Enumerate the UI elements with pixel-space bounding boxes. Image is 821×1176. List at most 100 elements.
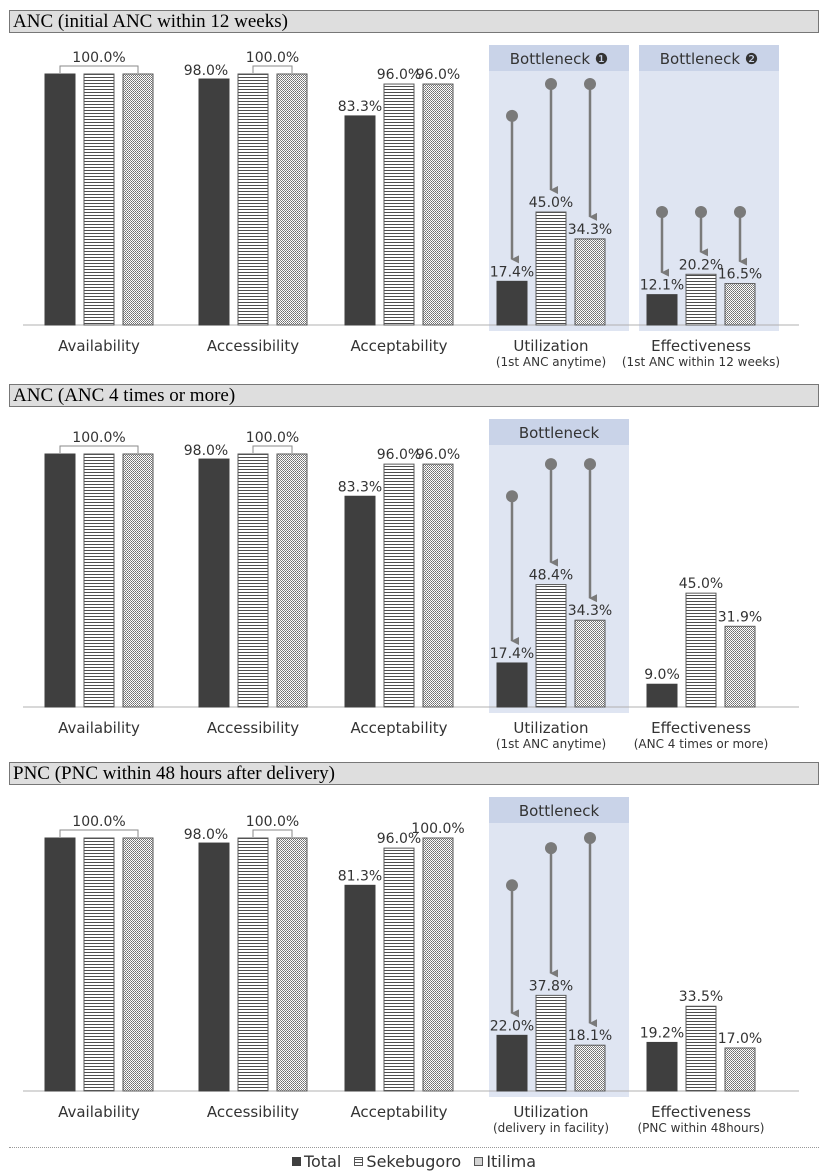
data-label: 34.3% xyxy=(568,603,612,619)
bracket-line xyxy=(59,829,139,837)
data-label: 45.0% xyxy=(679,576,723,592)
bar-chart-anc-4-times: Bottleneck 100.0% 100.0% 98.0% 83.3% 96.0%96.… xyxy=(23,419,799,751)
legend-label: Total xyxy=(303,1152,342,1171)
bracket-line xyxy=(252,829,293,837)
data-label: 37.8% xyxy=(529,978,573,994)
legend-label: Itilima xyxy=(486,1152,537,1171)
bar-sekebugoro xyxy=(83,837,115,1092)
category-label: Acceptability xyxy=(350,1103,447,1121)
bar-total xyxy=(496,280,528,326)
legend-label: Sekebugoro xyxy=(366,1152,462,1171)
bar-itilima xyxy=(276,73,308,326)
bracket-line xyxy=(252,65,293,73)
arrow-start-dot xyxy=(506,879,518,892)
bar-total xyxy=(44,73,76,326)
bar-itilima xyxy=(422,837,454,1092)
bar-sekebugoro xyxy=(83,73,115,326)
panel-anc-4-times: ANC (ANC 4 times or more) Bottleneck 100.… xyxy=(9,384,821,758)
data-label: 20.2% xyxy=(679,257,723,273)
data-label: 100.0% xyxy=(246,430,299,446)
arrow-start-dot xyxy=(545,458,557,471)
category-sublabel: (1st ANC anytime) xyxy=(496,355,606,369)
bar-sekebugoro xyxy=(535,211,567,326)
category-sublabel: (PNC within 48hours) xyxy=(638,1121,765,1135)
bar-itilima xyxy=(724,1047,756,1092)
data-label: 96.0% xyxy=(377,67,421,83)
data-label: 98.0% xyxy=(184,827,228,843)
category-label: Accessibility xyxy=(207,1103,299,1121)
category-sublabel: (1st ANC anytime) xyxy=(496,737,606,751)
data-label: 33.5% xyxy=(679,989,723,1005)
bar-total xyxy=(496,662,528,708)
data-label: 31.9% xyxy=(718,609,762,625)
legend: Total Sekebugoro Itilima xyxy=(9,1152,819,1171)
data-label: 48.4% xyxy=(529,568,573,584)
data-label: 81.3% xyxy=(338,868,382,884)
data-label: 96.0% xyxy=(416,67,460,83)
bar-total xyxy=(646,1041,678,1092)
data-label: 45.0% xyxy=(529,195,573,211)
bottleneck-header xyxy=(489,797,629,823)
bar-total xyxy=(44,837,76,1092)
legend-item-sekebugoro: Sekebugoro xyxy=(354,1152,461,1171)
data-label: 83.3% xyxy=(338,479,382,495)
bottleneck-header xyxy=(639,45,779,71)
panel-anc-initial: ANC (initial ANC within 12 weeks) Bottle… xyxy=(9,10,821,376)
data-label: 19.2% xyxy=(640,1025,684,1041)
bar-total xyxy=(198,78,230,326)
category-label: Effectiveness xyxy=(651,1103,751,1121)
arrow-start-dot xyxy=(584,458,596,471)
bar-total xyxy=(344,884,376,1092)
category-label: Utilization xyxy=(513,337,588,355)
category-sublabel: (1st ANC within 12 weeks) xyxy=(622,355,780,369)
category-label: Accessibility xyxy=(207,337,299,355)
bottleneck-label: Bottleneck ❶ xyxy=(510,50,609,68)
data-label: 100.0% xyxy=(72,814,125,830)
data-label: 100.0% xyxy=(246,50,299,66)
data-label: 96.0% xyxy=(416,447,460,463)
bottleneck-label: Bottleneck ❷ xyxy=(660,50,759,68)
bar-sekebugoro xyxy=(83,453,115,708)
data-label: 17.0% xyxy=(718,1031,762,1047)
bracket-line xyxy=(252,445,293,453)
bar-itilima xyxy=(574,619,606,708)
bar-itilima xyxy=(276,837,308,1092)
bar-sekebugoro xyxy=(237,837,269,1092)
legend-item-total: Total xyxy=(291,1152,342,1171)
data-label: 96.0% xyxy=(377,447,421,463)
bar-total xyxy=(44,453,76,708)
panel-title: PNC (PNC within 48 hours after delivery) xyxy=(9,762,819,785)
bottleneck-header xyxy=(489,45,629,71)
bar-itilima xyxy=(422,463,454,708)
data-label: 100.0% xyxy=(246,814,299,830)
category-label: Acceptability xyxy=(350,719,447,737)
bar-sekebugoro xyxy=(685,273,717,326)
bar-total xyxy=(646,683,678,708)
data-label: 100.0% xyxy=(72,50,125,66)
category-label: Availability xyxy=(58,719,140,737)
panel-title: ANC (ANC 4 times or more) xyxy=(9,384,819,407)
bar-sekebugoro xyxy=(383,83,415,326)
bar-total xyxy=(344,115,376,326)
bar-sekebugoro xyxy=(535,994,567,1092)
bar-itilima xyxy=(276,453,308,708)
data-label: 100.0% xyxy=(411,821,464,837)
bottleneck-header xyxy=(489,419,629,445)
bar-sekebugoro xyxy=(685,1005,717,1092)
category-sublabel: (delivery in facility) xyxy=(493,1121,609,1135)
data-label: 96.0% xyxy=(377,831,421,847)
data-label: 98.0% xyxy=(184,443,228,459)
bar-total xyxy=(646,294,678,326)
bar-itilima xyxy=(724,625,756,708)
category-label: Acceptability xyxy=(350,337,447,355)
bottleneck-label: Bottleneck xyxy=(519,424,600,442)
bar-itilima xyxy=(122,73,154,326)
bar-total xyxy=(496,1034,528,1092)
data-label: 22.0% xyxy=(490,1018,534,1034)
panel-title: ANC (initial ANC within 12 weeks) xyxy=(9,10,819,33)
legend-swatch-total xyxy=(291,1157,301,1166)
data-label: 100.0% xyxy=(72,430,125,446)
bar-itilima xyxy=(724,283,756,326)
bar-sekebugoro xyxy=(383,847,415,1092)
